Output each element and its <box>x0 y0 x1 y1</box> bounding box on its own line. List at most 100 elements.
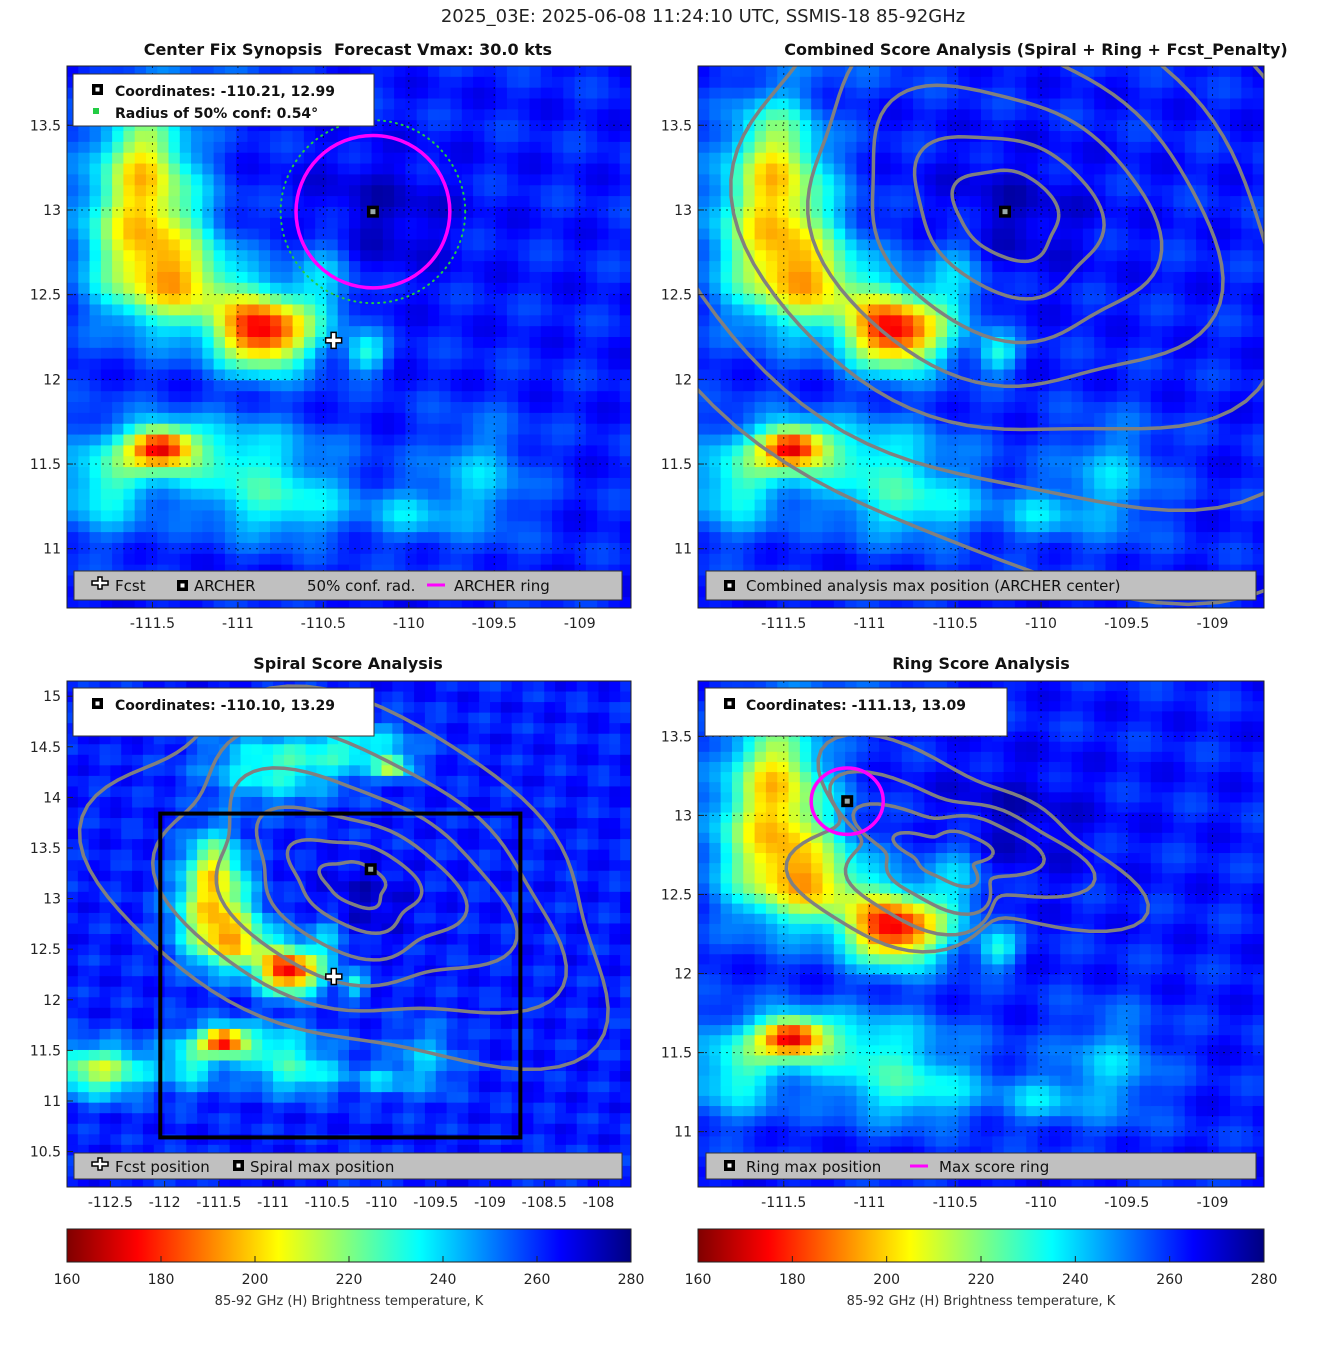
heatmap-cell <box>924 98 937 110</box>
x-tick-label: -111.5 <box>130 616 175 632</box>
heatmap-cell <box>202 131 215 143</box>
heatmap-cell <box>754 217 767 230</box>
heatmap-cell <box>518 174 531 186</box>
heatmap-cell <box>731 532 744 544</box>
heatmap-cell <box>992 337 1005 349</box>
heatmap-cell <box>597 542 610 555</box>
heatmap-cell <box>890 542 903 555</box>
heatmap-cell <box>1139 467 1152 479</box>
heatmap-cell <box>1048 445 1061 457</box>
heatmap-cell <box>856 206 869 219</box>
heatmap-cell <box>822 228 835 241</box>
heatmap-cell <box>326 131 339 143</box>
heatmap-cell <box>191 293 203 306</box>
heatmap-cell <box>191 369 203 381</box>
heatmap-cell <box>360 412 373 425</box>
heatmap-cell <box>112 456 124 468</box>
heatmap-cell <box>67 575 79 587</box>
heatmap-cell <box>720 76 733 89</box>
heatmap-cell <box>281 271 294 284</box>
heatmap-cell <box>608 174 621 186</box>
heatmap-cell <box>935 163 948 175</box>
heatmap-cell <box>1082 499 1095 512</box>
heatmap-cell <box>856 510 869 522</box>
heatmap-cell <box>67 402 79 414</box>
heatmap-cell <box>1139 347 1152 360</box>
heatmap-cell <box>574 412 587 425</box>
heatmap-cell <box>1082 217 1095 230</box>
heatmap-cell <box>416 542 429 555</box>
heatmap-cell <box>845 304 858 316</box>
heatmap-cell <box>619 282 631 295</box>
heatmap-cell <box>1060 597 1073 608</box>
heatmap-cell <box>754 76 767 89</box>
heatmap-cell <box>981 488 993 501</box>
heatmap-cell <box>1139 542 1152 555</box>
heatmap-cell <box>1082 326 1095 338</box>
heatmap-cell <box>799 347 812 360</box>
heatmap-cell <box>608 120 621 132</box>
heatmap-cell <box>529 564 542 577</box>
heatmap-cell <box>619 250 631 262</box>
heatmap-cell <box>992 510 1005 522</box>
heatmap-cell <box>134 412 147 425</box>
heatmap-cell <box>1060 402 1073 414</box>
heatmap-cell <box>1184 152 1197 165</box>
heatmap-cell <box>1082 109 1095 121</box>
heatmap-cell <box>1196 228 1208 241</box>
heatmap-cell <box>134 477 147 490</box>
heatmap-cell <box>258 488 271 501</box>
heatmap-cell <box>1207 196 1220 208</box>
heatmap-cell <box>1105 369 1118 381</box>
heatmap-cell <box>698 120 710 132</box>
heatmap-cell <box>935 477 948 490</box>
heatmap-cell <box>597 282 610 295</box>
heatmap-cell <box>947 239 959 251</box>
heatmap-cell <box>1026 391 1039 403</box>
heatmap-cell <box>112 152 124 165</box>
heatmap-cell <box>405 185 418 197</box>
heatmap-cell <box>1094 282 1107 295</box>
heatmap-cell <box>619 597 631 608</box>
heatmap-cell <box>394 532 406 544</box>
heatmap-cell <box>833 141 846 154</box>
heatmap-cell <box>1014 261 1027 273</box>
heatmap-cell <box>1128 250 1141 262</box>
heatmap-cell <box>337 369 350 381</box>
heatmap-cell <box>890 141 903 154</box>
heatmap-cell <box>788 206 801 219</box>
heatmap-cell <box>992 261 1005 273</box>
heatmap-cell <box>258 152 271 165</box>
heatmap-cell <box>1071 597 1084 608</box>
heatmap-cell <box>754 347 767 360</box>
heatmap-cell <box>371 553 384 566</box>
heatmap-cell <box>619 120 631 132</box>
heatmap-cell <box>1252 152 1264 165</box>
heatmap-cell <box>213 597 226 608</box>
heatmap-cell <box>540 76 553 89</box>
heatmap-cell <box>879 98 892 110</box>
heatmap-cell <box>935 380 948 392</box>
heatmap-cell <box>213 326 226 338</box>
heatmap-cell <box>890 553 903 566</box>
heatmap-cell <box>1060 337 1073 349</box>
heatmap-cell <box>439 66 452 78</box>
heatmap-cell <box>337 250 350 262</box>
heatmap-cell <box>473 347 485 360</box>
heatmap-cell <box>247 369 260 381</box>
heatmap-cell <box>191 597 203 608</box>
heatmap-cell <box>1218 66 1231 78</box>
heatmap-cell <box>405 217 418 230</box>
heatmap-cell <box>822 380 835 392</box>
heatmap-cell <box>901 391 914 403</box>
heatmap-cell <box>529 304 542 316</box>
heatmap-cell <box>913 217 925 230</box>
heatmap-cell <box>1184 163 1197 175</box>
heatmap-cell <box>382 358 395 371</box>
heatmap-cell <box>608 163 621 175</box>
heatmap-cell <box>901 423 914 436</box>
heatmap-cell <box>574 261 587 273</box>
heatmap-cell <box>427 174 440 186</box>
heatmap-cell <box>585 532 598 544</box>
heatmap-cell <box>811 391 824 403</box>
